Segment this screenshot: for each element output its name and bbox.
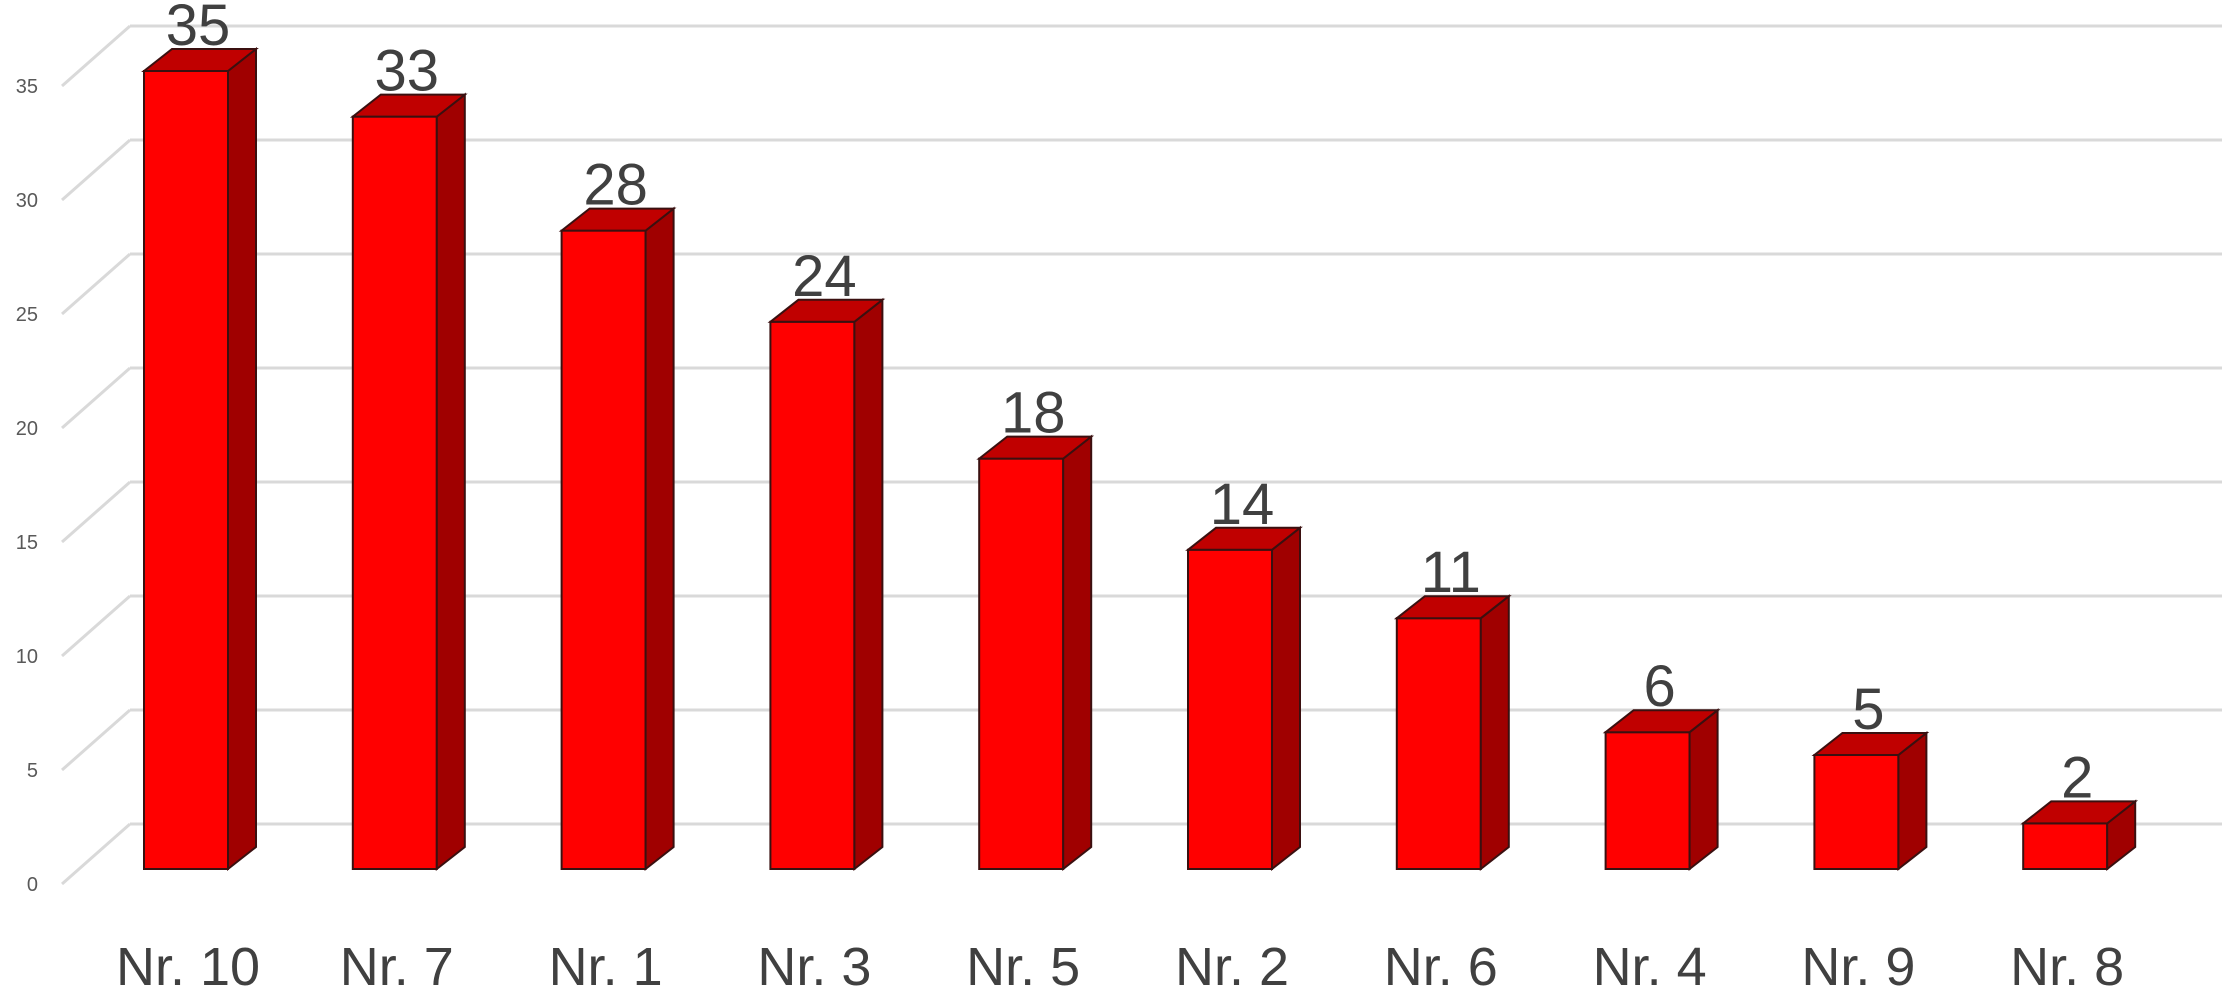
data-label: 2: [2061, 745, 2093, 810]
x-category-label: Nr. 5: [966, 937, 1080, 990]
bar-top: [2020, 800, 2139, 825]
x-category-label: Nr. 7: [340, 937, 454, 990]
bar-top: [1602, 709, 1721, 734]
x-axis-category-labels: Nr. 10 Nr. 7 Nr. 1 Nr. 3 Nr. 5 Nr. 2 Nr. 6 Nr. …: [116, 937, 2124, 995]
gridline-depth: [61, 24, 131, 88]
gridlines: [61, 24, 2222, 886]
bar-front: [1813, 754, 1900, 870]
data-label: 6: [1643, 654, 1675, 719]
bar-front: [143, 70, 229, 870]
bar-top: [767, 298, 886, 323]
y-tick-label: 25: [16, 304, 38, 326]
bar-side: [1062, 434, 1093, 872]
x-category-label: Nr. 8: [2010, 937, 2124, 990]
y-tick-label: 0: [27, 874, 38, 896]
bar-top: [1811, 732, 1930, 756]
x-category-label: Nr. 2: [1175, 937, 1289, 990]
bar-front: [978, 457, 1065, 870]
y-axis-tick-labels: 0 5 10 15 20 25 30 35: [16, 76, 38, 896]
bar-front: [769, 320, 856, 870]
y-tick-label: 30: [16, 190, 38, 212]
data-label: 11: [1421, 540, 1481, 605]
data-label: 24: [792, 244, 857, 309]
x-category-label: Nr. 6: [1384, 937, 1498, 990]
bar: [558, 206, 677, 872]
bar-front: [2022, 822, 2109, 871]
bars: [141, 46, 2139, 872]
bar: [1811, 730, 1930, 872]
bar: [767, 297, 886, 872]
data-labels: 35 33 28 24 18 14 11 6 5 2: [166, 0, 2094, 810]
y-tick-label: 20: [16, 418, 38, 440]
gridline-depth: [61, 480, 131, 544]
bar: [141, 46, 259, 872]
gridline-depth: [61, 708, 131, 772]
bar: [1185, 525, 1303, 872]
bar: [2020, 799, 2139, 872]
x-category-label: Nr. 10: [116, 937, 260, 990]
bar: [1602, 708, 1721, 872]
y-tick-label: 15: [16, 532, 38, 554]
bar-front: [1604, 731, 1691, 871]
bar: [976, 434, 1095, 872]
gridline-depth: [61, 822, 131, 886]
y-tick-label: 10: [16, 646, 38, 668]
bar-side: [1688, 708, 1719, 872]
bar-front: [1395, 617, 1482, 871]
bar-top: [558, 207, 677, 232]
bar-top: [141, 48, 259, 72]
gridline-depth: [61, 252, 131, 316]
x-category-label: Nr. 4: [1593, 937, 1707, 990]
bar-side: [435, 92, 466, 872]
bar-side: [1271, 525, 1301, 872]
gridline-depth: [61, 138, 131, 202]
y-tick-label: 35: [16, 76, 38, 98]
bar-top: [1393, 595, 1512, 620]
gridline-depth: [61, 594, 131, 658]
bar-side: [1479, 594, 1510, 872]
bar: [349, 92, 468, 872]
y-tick-label: 5: [27, 760, 38, 782]
bar-side: [227, 46, 257, 872]
data-label: 35: [166, 0, 231, 58]
x-category-label: Nr. 9: [1801, 937, 1915, 990]
bar-side: [1897, 730, 1928, 872]
bar-side: [644, 206, 675, 872]
bar-front: [351, 115, 438, 871]
x-category-label: Nr. 3: [757, 937, 871, 990]
data-label: 5: [1852, 677, 1884, 742]
bar-top: [1185, 526, 1303, 551]
gridline-depth: [61, 366, 131, 430]
data-label: 33: [375, 39, 440, 104]
bar-front: [560, 229, 647, 871]
bar-top: [976, 435, 1095, 460]
data-label: 28: [583, 153, 648, 218]
data-label: 14: [1210, 472, 1275, 537]
bar-front: [1187, 548, 1273, 870]
bar-top: [349, 93, 468, 118]
bar-side: [853, 297, 884, 872]
x-category-label: Nr. 1: [549, 937, 663, 990]
bar: [1393, 594, 1512, 872]
data-label: 18: [1001, 381, 1066, 446]
